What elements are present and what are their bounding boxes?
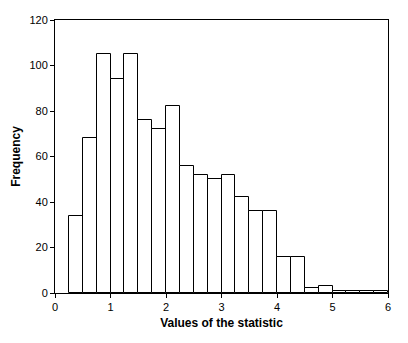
svg-text:6: 6 bbox=[385, 301, 391, 313]
svg-text:100: 100 bbox=[29, 59, 47, 71]
svg-text:4: 4 bbox=[274, 301, 280, 313]
svg-text:2: 2 bbox=[163, 301, 169, 313]
svg-text:5: 5 bbox=[329, 301, 335, 313]
svg-text:80: 80 bbox=[36, 105, 48, 117]
svg-text:Values of the statistic: Values of the statistic bbox=[160, 316, 283, 330]
svg-text:60: 60 bbox=[36, 150, 48, 162]
svg-text:40: 40 bbox=[36, 196, 48, 208]
svg-text:1: 1 bbox=[107, 301, 113, 313]
svg-text:20: 20 bbox=[36, 241, 48, 253]
svg-text:0: 0 bbox=[52, 301, 58, 313]
svg-text:Frequency: Frequency bbox=[9, 126, 23, 187]
svg-text:0: 0 bbox=[42, 287, 48, 299]
svg-text:3: 3 bbox=[218, 301, 224, 313]
svg-text:120: 120 bbox=[29, 14, 47, 26]
